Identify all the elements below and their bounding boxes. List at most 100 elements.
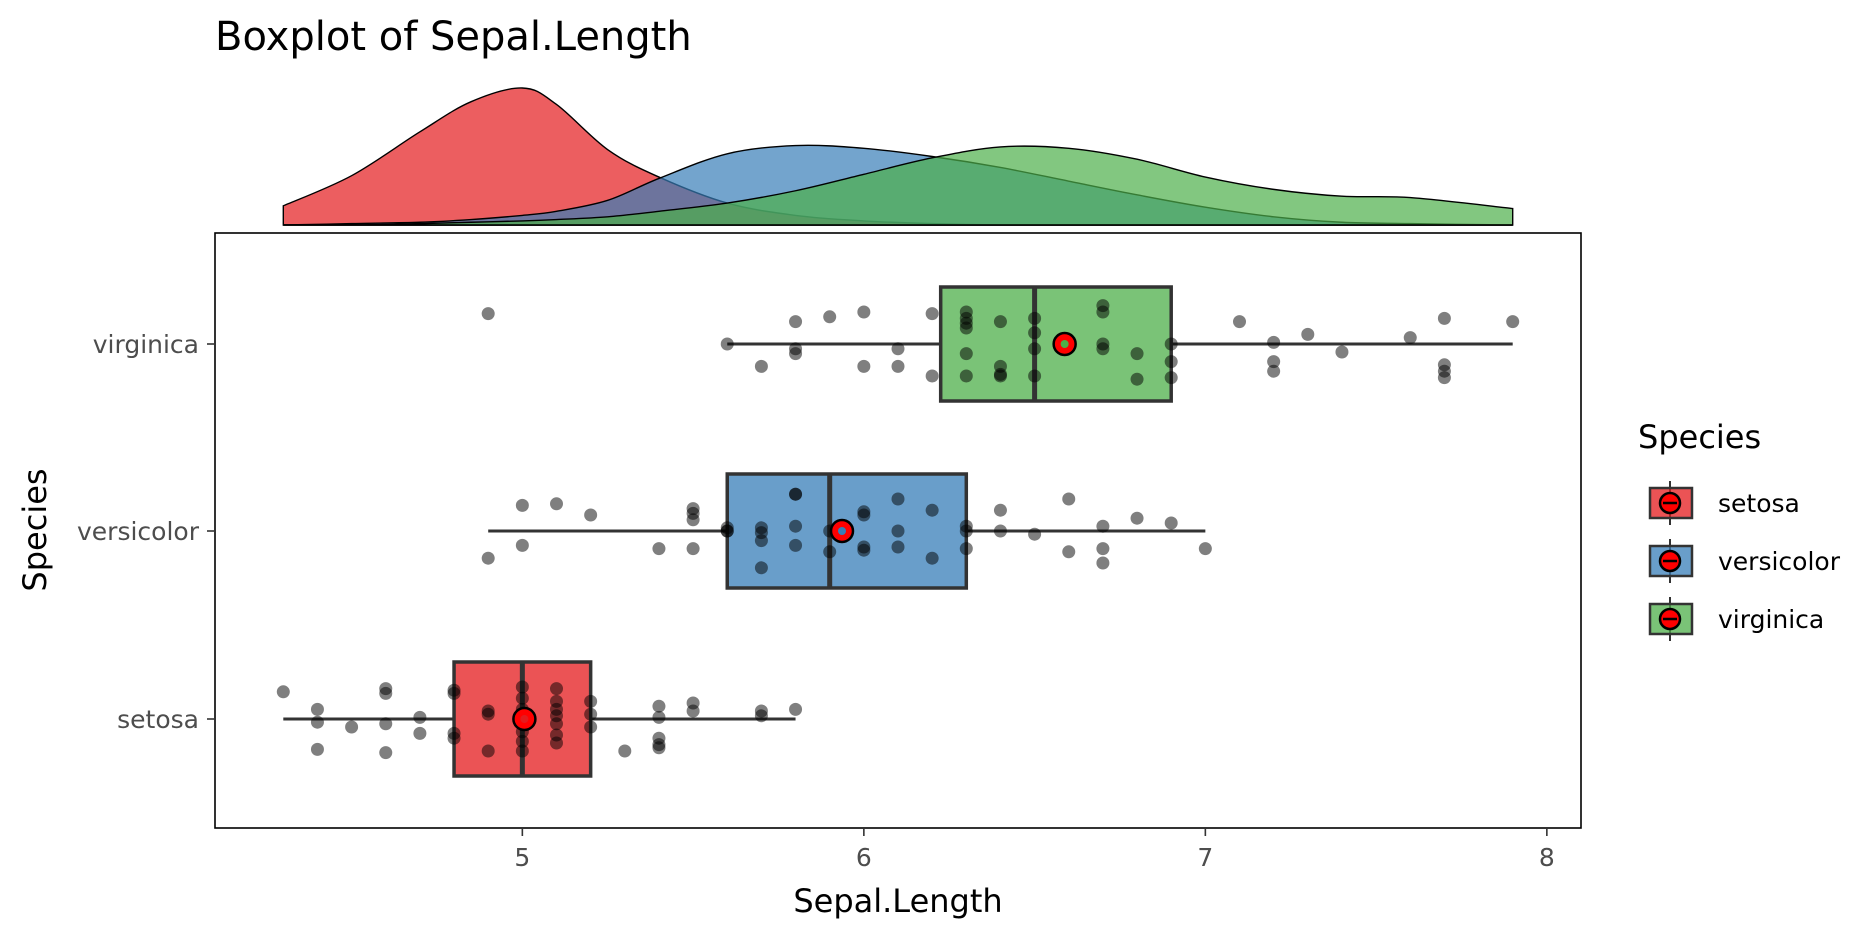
x-tick-label: 5 — [514, 843, 530, 872]
data-point-virginica — [959, 321, 973, 335]
data-point-virginica — [1028, 326, 1042, 340]
data-point-setosa — [310, 702, 324, 716]
data-point-versicolor — [515, 498, 529, 512]
data-point-versicolor — [925, 503, 939, 517]
data-point-setosa — [584, 694, 598, 708]
data-point-setosa — [447, 686, 461, 700]
data-point-virginica — [1028, 369, 1042, 383]
data-point-versicolor — [1028, 527, 1042, 541]
data-point-setosa — [754, 709, 768, 723]
data-point-versicolor — [1096, 542, 1110, 556]
data-point-virginica — [789, 347, 803, 361]
data-point-setosa — [481, 707, 495, 721]
data-point-setosa — [481, 744, 495, 758]
data-point-virginica — [754, 359, 768, 373]
data-point-virginica — [1096, 305, 1110, 319]
data-point-versicolor — [1096, 519, 1110, 533]
data-point-versicolor — [1198, 542, 1212, 556]
data-point-versicolor — [754, 561, 768, 575]
data-point-virginica — [1403, 331, 1417, 345]
data-point-virginica — [1028, 311, 1042, 325]
data-point-setosa — [515, 734, 529, 748]
data-point-versicolor — [857, 508, 871, 522]
y-tick-label: versicolor — [77, 517, 200, 546]
x-tick-label: 6 — [856, 843, 872, 872]
data-point-setosa — [618, 744, 632, 758]
data-point-versicolor — [959, 524, 973, 538]
mean-marker-center-virginica — [1060, 340, 1069, 348]
data-point-setosa — [379, 717, 393, 731]
data-point-versicolor — [550, 497, 563, 511]
data-point-virginica — [1267, 335, 1281, 349]
data-point-versicolor — [1062, 545, 1076, 559]
data-point-virginica — [993, 369, 1007, 383]
data-point-virginica — [1335, 345, 1349, 359]
data-point-versicolor — [891, 492, 905, 506]
data-point-versicolor — [823, 545, 837, 559]
legend-label-setosa: setosa — [1718, 489, 1800, 518]
data-point-versicolor — [925, 551, 939, 565]
y-tick-label: virginica — [93, 330, 199, 359]
data-point-virginica — [720, 337, 734, 351]
legend-label-virginica: virginica — [1718, 605, 1824, 634]
data-point-versicolor — [789, 538, 803, 552]
data-point-setosa — [584, 720, 598, 734]
data-point-setosa — [379, 686, 393, 700]
data-point-versicolor — [652, 542, 666, 556]
density-panel — [282, 87, 1514, 226]
data-point-virginica — [959, 369, 973, 383]
data-point-versicolor — [891, 540, 905, 554]
data-point-versicolor — [1096, 556, 1110, 570]
data-point-setosa — [584, 707, 598, 721]
data-point-virginica — [891, 359, 905, 373]
data-point-setosa — [686, 704, 700, 718]
data-point-virginica — [1130, 347, 1144, 361]
data-point-virginica — [1164, 337, 1178, 351]
legend: Species setosa versicolor virginica — [1638, 418, 1841, 641]
data-point-setosa — [276, 685, 290, 699]
data-point-versicolor — [720, 524, 734, 538]
data-point-virginica — [1028, 342, 1042, 356]
data-point-setosa — [550, 717, 563, 731]
data-point-versicolor — [789, 487, 803, 501]
data-point-virginica — [1164, 355, 1178, 369]
data-point-versicolor — [857, 543, 871, 557]
data-point-versicolor — [993, 503, 1007, 517]
data-point-versicolor — [891, 524, 905, 538]
data-point-setosa — [652, 741, 666, 755]
data-point-versicolor — [584, 508, 598, 522]
density-virginica — [283, 145, 1514, 226]
y-tick-label: setosa — [117, 705, 199, 734]
legend-label-versicolor: versicolor — [1718, 547, 1841, 576]
data-point-virginica — [857, 305, 871, 319]
data-point-setosa — [413, 726, 427, 740]
data-point-setosa — [515, 691, 529, 705]
data-point-versicolor — [789, 519, 803, 533]
data-point-virginica — [857, 359, 871, 373]
data-point-setosa — [515, 680, 529, 694]
data-point-setosa — [413, 710, 427, 724]
data-point-setosa — [379, 746, 393, 760]
data-point-virginica — [823, 310, 837, 324]
data-point-virginica — [993, 315, 1007, 329]
data-point-versicolor — [959, 542, 973, 556]
data-point-versicolor — [993, 524, 1007, 538]
data-point-virginica — [1233, 315, 1246, 329]
mean-marker-center-versicolor — [837, 527, 846, 535]
data-point-setosa — [550, 736, 563, 750]
data-point-versicolor — [754, 534, 768, 548]
data-point-virginica — [1130, 372, 1144, 386]
y-axis: setosa versicolor virginica — [77, 330, 215, 734]
data-point-setosa — [310, 715, 324, 729]
data-point-versicolor — [1062, 492, 1076, 506]
data-point-setosa — [345, 720, 359, 734]
data-point-versicolor — [1130, 511, 1144, 525]
data-point-virginica — [1267, 355, 1281, 369]
data-point-setosa — [652, 699, 666, 713]
legend-title: Species — [1638, 418, 1761, 456]
data-point-virginica — [1267, 364, 1281, 378]
data-point-virginica — [925, 307, 939, 321]
jitter-points-layer — [276, 299, 1520, 760]
data-point-virginica — [789, 315, 803, 329]
